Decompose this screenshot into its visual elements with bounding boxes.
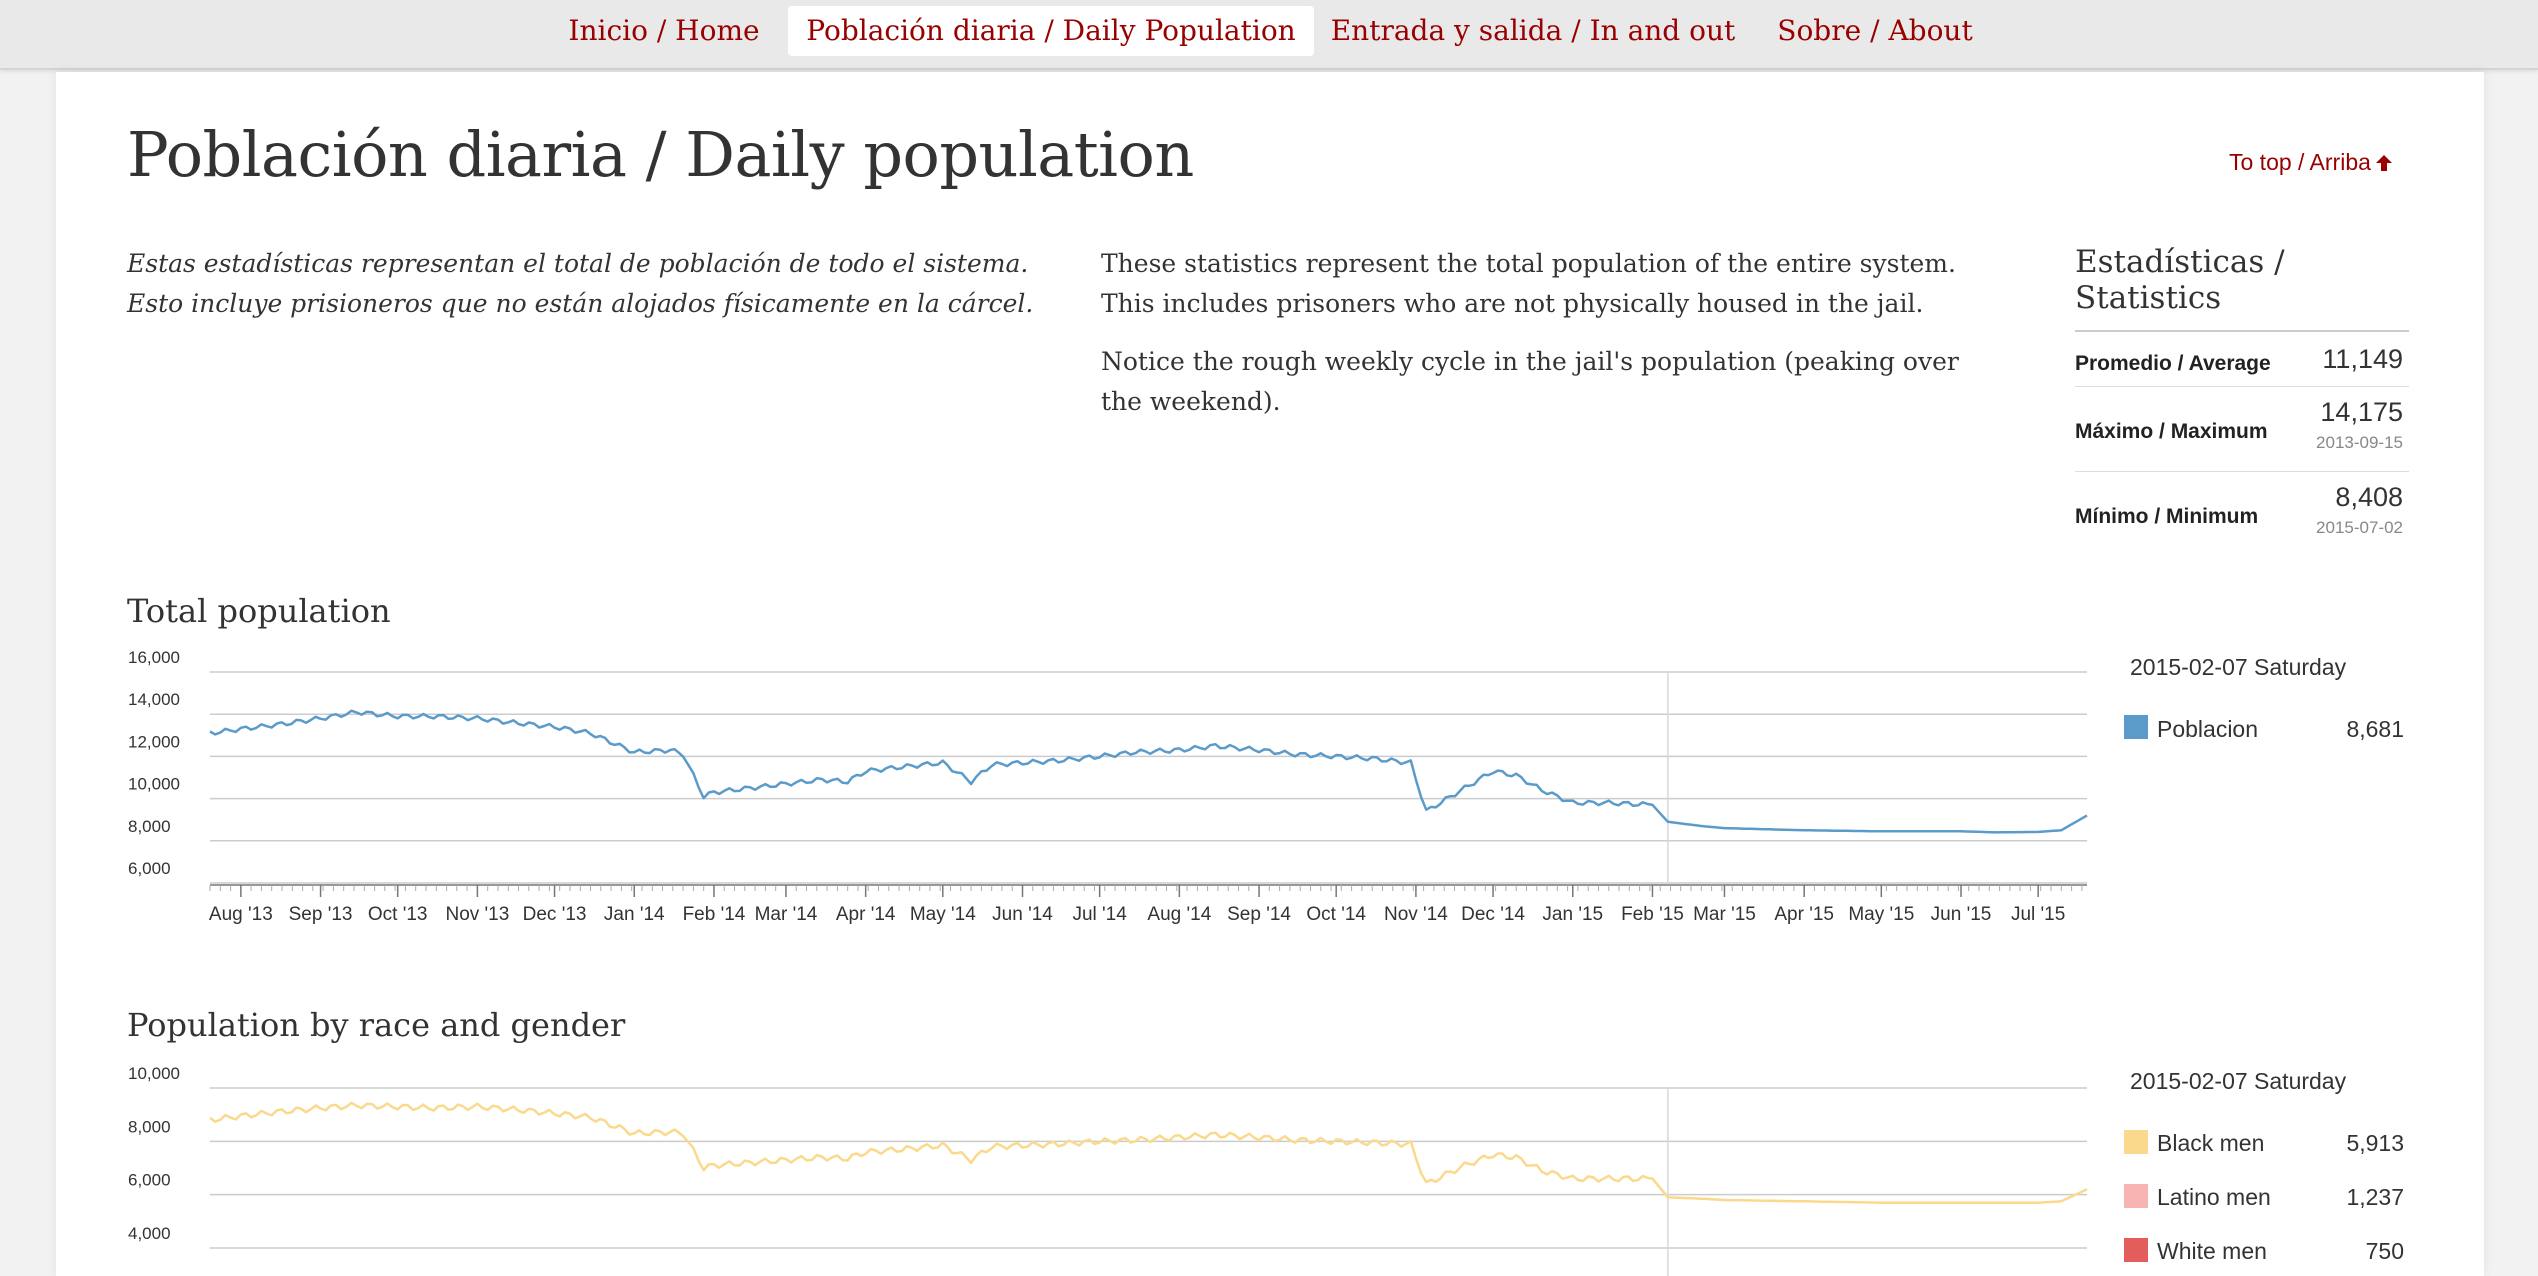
y-tick-label: 10,000	[128, 775, 180, 794]
y-tick-label: 4,000	[128, 1224, 171, 1243]
stat-row-average: Promedio / Average 11,149	[2075, 332, 2409, 387]
x-tick-label: Feb '14	[683, 904, 746, 925]
intro-spanish: Estas estadísticas representan el total …	[127, 249, 1034, 318]
intro-english-p1: These statistics represent the total pop…	[1101, 249, 1956, 318]
x-tick-label: Oct '14	[1306, 904, 1366, 925]
chart-title-race-gender: Population by race and gender	[127, 1006, 626, 1044]
x-tick-label: Sep '13	[289, 904, 353, 925]
legend-value-latino-men: 1,237	[2346, 1184, 2404, 1210]
legend-swatch-white-men	[2124, 1238, 2148, 1262]
legend-name-white-men: White men	[2157, 1238, 2267, 1264]
x-tick-label: Dec '13	[523, 904, 587, 925]
x-tick-label: Mar '14	[755, 904, 818, 925]
x-tick-label: May '14	[910, 904, 976, 925]
x-tick-label: Apr '15	[1774, 904, 1834, 925]
chart-title-total-population: Total population	[127, 592, 391, 630]
stat-row-maximum: Máximo / Maximum 14,175 2013-09-15	[2075, 387, 2409, 472]
legend-swatch-latino-men	[2124, 1184, 2148, 1208]
y-tick-label: 14,000	[128, 690, 180, 709]
nav-item-in-and-out[interactable]: Entrada y salida / In and out	[1330, 14, 1736, 47]
y-tick-label: 6,000	[128, 859, 171, 878]
intro-english: These statistics represent the total pop…	[1101, 244, 2001, 440]
y-tick-label: 10,000	[128, 1064, 180, 1083]
x-tick-label: Oct '13	[368, 904, 428, 925]
legend-value-black-men: 5,913	[2346, 1130, 2404, 1156]
arrow-up-icon	[2375, 149, 2393, 176]
x-tick-label: Jan '15	[1542, 904, 1603, 925]
x-tick-label: Aug '14	[1147, 904, 1211, 925]
legend-value-white-men: 750	[2365, 1238, 2404, 1264]
stat-label: Promedio / Average	[2075, 352, 2271, 375]
legend-name-latino-men: Latino men	[2157, 1184, 2271, 1210]
stat-value: 11,149	[2322, 344, 2403, 374]
x-tick-label: Jul '15	[2011, 904, 2065, 925]
series-line-black-men	[209, 1101, 2088, 1204]
legend-swatch-poblacion	[2124, 715, 2148, 739]
legend-name-black-men: Black men	[2157, 1130, 2265, 1156]
y-tick-label: 12,000	[128, 732, 180, 751]
y-tick-label: 8,000	[128, 1117, 171, 1136]
x-tick-label: Apr '14	[836, 904, 896, 925]
y-tick-label: 16,000	[128, 648, 180, 667]
x-minor-ticks	[209, 885, 2083, 891]
statistics-title: Estadísticas / Statistics	[2075, 244, 2409, 332]
x-tick-label: Jun '14	[992, 904, 1053, 925]
to-top-label: To top / Arriba	[2229, 149, 2371, 175]
x-tick-label: Jun '15	[1931, 904, 1992, 925]
y-tick-label: 8,000	[128, 817, 171, 836]
x-tick-label: May '15	[1848, 904, 1914, 925]
to-top-link[interactable]: To top / Arriba	[2229, 149, 2393, 176]
intro-english-p2: Notice the rough weekly cycle in the jai…	[1101, 347, 1959, 416]
content-card	[56, 72, 2484, 1276]
x-tick-label: Mar '15	[1693, 904, 1756, 925]
stat-date: 2013-09-15	[2316, 433, 2403, 452]
x-tick-label: Nov '14	[1384, 904, 1448, 925]
stat-row-minimum: Mínimo / Minimum 8,408 2015-07-02	[2075, 472, 2409, 556]
stat-date: 2015-07-02	[2316, 518, 2403, 537]
x-tick-label: Aug '13	[209, 904, 273, 925]
series-line-poblacion	[209, 709, 2088, 834]
page-title: Población diaria / Daily population	[127, 118, 1194, 191]
nav-item-daily-population[interactable]: Población diaria / Daily Population	[788, 6, 1314, 56]
legend-swatch-black-men	[2124, 1130, 2148, 1154]
x-tick-label: Jul '14	[1072, 904, 1127, 925]
stat-value: 8,408	[2335, 482, 2403, 512]
y-tick-label: 6,000	[128, 1171, 171, 1190]
legend-date: 2015-02-07 Saturday	[2130, 654, 2347, 680]
legend-name-poblacion: Poblacion	[2157, 716, 2259, 742]
x-tick-label: Feb '15	[1621, 904, 1684, 925]
x-tick-label: Dec '14	[1461, 904, 1525, 925]
legend-value-poblacion: 8,681	[2346, 716, 2404, 742]
nav-item-about[interactable]: Sobre / About	[1777, 14, 1973, 47]
stat-value: 14,175	[2320, 397, 2403, 427]
legend-date: 2015-02-07 Saturday	[2130, 1068, 2347, 1094]
top-nav: Inicio / Home Población diaria / Daily P…	[0, 0, 2538, 70]
nav-item-home[interactable]: Inicio / Home	[568, 14, 760, 47]
statistics-panel: Estadísticas / Statistics Promedio / Ave…	[2075, 244, 2409, 556]
stat-label: Mínimo / Minimum	[2075, 505, 2259, 528]
x-tick-label: Sep '14	[1227, 904, 1291, 925]
x-tick-label: Nov '13	[445, 904, 509, 925]
stat-label: Máximo / Maximum	[2075, 420, 2268, 443]
x-tick-label: Jan '14	[604, 904, 665, 925]
